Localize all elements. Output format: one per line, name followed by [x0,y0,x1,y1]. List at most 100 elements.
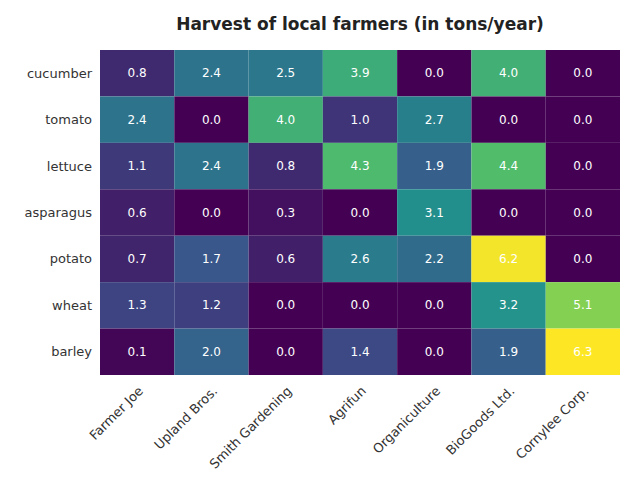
cell [249,96,323,142]
cell-label: 0.3 [276,206,295,220]
cell [100,143,174,189]
cell-label: 0.0 [573,159,592,173]
cell [471,282,545,328]
cell [323,189,397,235]
cell [397,329,471,375]
chart: Harvest of local farmers (in tons/year) 0… [0,0,640,480]
cell-label: 4.0 [499,66,518,80]
cell [471,189,545,235]
cell [174,50,248,96]
cell-labels: 0.8 2.4 2.5 3.9 0.0 4.0 0.0 2.4 0.0 4.0 1.0 2.7 0.0 0… [128,66,593,359]
cell [100,96,174,142]
x-axis: Farmer JoeUpland Bros.Smith GardeningAgr… [86,383,591,471]
y-tick-label: barley [51,344,92,359]
cell [546,282,620,328]
cell-label: 5.1 [573,298,592,312]
cell-label: 2.4 [202,66,221,80]
cell-label: 0.0 [425,345,444,359]
cell-label: 1.9 [499,345,518,359]
cell-label: 1.1 [128,159,147,173]
cells [100,50,620,375]
x-tick-label: Smith Gardening [206,383,294,471]
cell-label: 0.0 [425,66,444,80]
cell [249,329,323,375]
cell [174,189,248,235]
cell [471,96,545,142]
cell-label: 1.9 [425,159,444,173]
cell-label: 1.3 [128,298,147,312]
cell [471,236,545,282]
cell-label: 2.4 [202,159,221,173]
cell [100,50,174,96]
cell-label: 3.9 [350,66,369,80]
cell-label: 2.5 [276,66,295,80]
y-tick-label: wheat [52,298,92,313]
cell-label: 0.0 [573,113,592,127]
cell [397,282,471,328]
cell-label: 6.3 [573,345,592,359]
cell [100,236,174,282]
cell [174,143,248,189]
cell [323,282,397,328]
x-tick-label: Cornylee Corp. [513,383,592,462]
y-tick-label: potato [50,251,92,266]
cell-label: 2.4 [128,113,147,127]
cell-label: 1.0 [350,113,369,127]
cell [397,189,471,235]
cell-label: 2.2 [425,252,444,266]
cell-label: 0.0 [350,298,369,312]
y-tick-label: cucumber [27,66,93,81]
cell [471,329,545,375]
cell-label: 0.6 [276,252,295,266]
cell-label: 2.7 [425,113,444,127]
y-tick-label: lettuce [47,159,92,174]
cell-label: 0.6 [128,206,147,220]
cell [471,50,545,96]
cell-label: 1.2 [202,298,221,312]
cell [546,236,620,282]
cell-label: 0.8 [276,159,295,173]
y-axis: cucumbertomatolettuceasparaguspotatowhea… [24,66,92,360]
cell [100,282,174,328]
cell [471,143,545,189]
x-tick-label: BioGoods Ltd. [443,383,518,458]
cell-label: 0.0 [202,206,221,220]
cell [546,50,620,96]
cell [397,236,471,282]
cell [546,189,620,235]
cell [323,329,397,375]
x-tick-label: Agrifun [325,383,369,427]
cell [174,96,248,142]
cell-label: 4.0 [276,113,295,127]
cell-label: 0.0 [202,113,221,127]
cell [397,96,471,142]
cell-label: 0.0 [425,298,444,312]
cell-label: 3.2 [499,298,518,312]
cell [249,282,323,328]
cell-label: 6.2 [499,252,518,266]
x-tick-label: Organiculture [370,383,443,456]
cell-label: 0.0 [573,206,592,220]
cell [397,143,471,189]
cell [546,96,620,142]
cell-label: 0.8 [128,66,147,80]
x-tick-label: Upland Bros. [151,383,220,452]
title: Harvest of local farmers (in tons/year) [176,14,544,34]
y-tick-label: tomato [45,112,92,127]
cell-label: 0.0 [276,345,295,359]
cell [546,329,620,375]
cell-label: 2.0 [202,345,221,359]
cell [323,96,397,142]
cell [249,143,323,189]
cell-label: 1.4 [350,345,369,359]
cell-label: 0.0 [350,206,369,220]
cell-label: 0.1 [128,345,147,359]
cell [249,50,323,96]
cell [323,50,397,96]
cell [100,189,174,235]
cell-label: 0.0 [276,298,295,312]
cell-label: 4.4 [499,159,518,173]
cell [100,329,174,375]
cell [546,143,620,189]
cell [397,50,471,96]
